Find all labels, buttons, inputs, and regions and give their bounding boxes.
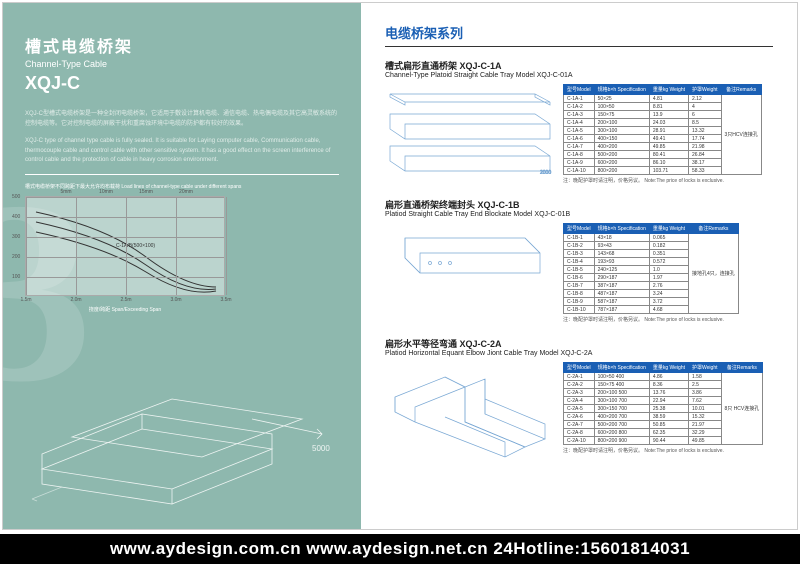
table-header: 重量kg Weight <box>649 224 688 234</box>
table-header: 规格b×h Specification <box>594 224 649 234</box>
table-note: 注：晚配护罩时请注明，价格另议。 Note:The price of locks… <box>563 447 763 454</box>
product-drawing: 2000 <box>385 84 555 179</box>
x-axis-label: 挠度/跨距 Span/Exceeding Span <box>25 306 225 313</box>
y-tick: 500 <box>12 194 20 200</box>
table-row: C-1B-143×180.065接地孔4只，连接孔 <box>564 234 739 242</box>
table-header: 备注Remarks <box>721 85 761 95</box>
product-title-cn: 扁形水平等径弯通 XQJ-C-2A <box>385 337 773 350</box>
table-header: 备注Remarks <box>721 363 763 373</box>
product-title-en: Platiod Straight Cable Tray End Blockate… <box>385 211 773 218</box>
remark-cell: 3只HCV连接孔 <box>721 95 761 175</box>
footer-hotline-label: 24Hotline: <box>493 539 580 559</box>
y-tick: 300 <box>12 234 20 240</box>
table-note: 注：晚配护罩时请注明，价格另议。 Note:The price of locks… <box>563 316 739 323</box>
y-tick: 100 <box>12 274 20 280</box>
load-chart: C-1A/B(500×100) 1002003004005001.5m2.0m2… <box>25 196 225 296</box>
product-block: 扁形水平等径弯通 XQJ-C-2APlatiod Horizontal Equa… <box>385 337 773 467</box>
product-title-en: Platiod Horizontal Equant Elbow Jiont Ca… <box>385 350 773 357</box>
divider <box>25 174 339 175</box>
footer-bar: www.aydesign.com.cn www.aydesign.net.cn … <box>0 534 800 564</box>
description-en: XQJ-C type of channel type cable is full… <box>25 137 339 166</box>
description-cn: XQJ-C型槽式电缆桥架是一种全封闭电缆桥架，它适用于敷设计算机电缆、通信电缆、… <box>25 110 339 129</box>
table-header: 护罩Weight <box>689 363 721 373</box>
x-top-tick: 15mm <box>139 189 153 303</box>
table-header: 重量kg Weight <box>649 363 688 373</box>
product-block: 扁形直通桥架终端封头 XQJ-C-1BPlatiod Straight Cabl… <box>385 198 773 323</box>
footer-url-1: www.aydesign.com.cn <box>110 539 301 559</box>
table-header: 备注Remarks <box>689 224 739 234</box>
spec-table: 型号Model规格b×h Specification重量kg Weight护罩W… <box>563 362 763 454</box>
x-top-tick: 5mm <box>60 189 71 303</box>
left-cover-panel: 3 槽式电缆桥架 Channel-Type Cable XQJ-C XQJ-C型… <box>3 3 361 529</box>
table-row: C-1A-150×254.812.123只HCV连接孔 <box>564 95 762 103</box>
x-tick: 2.5m <box>120 297 131 303</box>
spec-table: 型号Model规格b×h Specification重量kg Weight护罩W… <box>563 84 762 184</box>
table-header: 规格b×h Specification <box>594 85 649 95</box>
product-title-en: Channel-Type Platoid Straight Cable Tray… <box>385 72 773 79</box>
product-drawing <box>385 362 555 467</box>
remark-cell: 接地孔4只，连接孔 <box>689 234 739 314</box>
model-code: XQJ-C <box>25 73 339 94</box>
y-tick: 400 <box>12 214 20 220</box>
x-tick: 1.5m <box>20 297 31 303</box>
table-header: 重量kg Weight <box>649 85 688 95</box>
svg-text:5000: 5000 <box>312 444 330 453</box>
product-block: 槽式扁形直通桥架 XQJ-C-1AChannel-Type Platoid St… <box>385 59 773 184</box>
product-title-cn: 槽式扁形直通桥架 XQJ-C-1A <box>385 59 773 72</box>
x-tick: 2.0m <box>70 297 81 303</box>
title-cn: 槽式电缆桥架 <box>25 33 339 57</box>
table-header: 型号Model <box>564 224 595 234</box>
footer-hotline: 15601814031 <box>581 539 691 559</box>
title-en: Channel-Type Cable <box>25 59 339 69</box>
wireframe-illustration: 5000 <box>13 379 351 519</box>
right-content-panel: 电缆桥架系列 槽式扁形直通桥架 XQJ-C-1AChannel-Type Pla… <box>361 3 797 529</box>
spec-table: 型号Model规格b×h Specification重量kg Weight备注R… <box>563 223 739 323</box>
series-title: 电缆桥架系列 <box>385 23 773 47</box>
product-drawing <box>385 223 555 288</box>
table-header: 规格b×h Specification <box>594 363 649 373</box>
product-title-cn: 扁形直通桥架终端封头 XQJ-C-1B <box>385 198 773 211</box>
table-header: 护罩Weight <box>689 85 721 95</box>
footer-url-2: www.aydesign.net.cn <box>306 539 488 559</box>
x-tick: 3.5m <box>220 297 231 303</box>
remark-cell: 8只 HCV连接孔 <box>721 373 763 445</box>
table-row: C-2A-1100×50 4004.861.588只 HCV连接孔 <box>564 373 763 381</box>
y-tick: 200 <box>12 254 20 260</box>
x-top-tick: 10mm <box>99 189 113 303</box>
table-header: 型号Model <box>564 363 595 373</box>
table-note: 注：晚配护罩时请注明，价格另议。 Note:The price of locks… <box>563 177 762 184</box>
svg-text:2000: 2000 <box>540 170 551 174</box>
table-header: 型号Model <box>564 85 595 95</box>
x-top-tick: 20mm <box>179 189 193 303</box>
